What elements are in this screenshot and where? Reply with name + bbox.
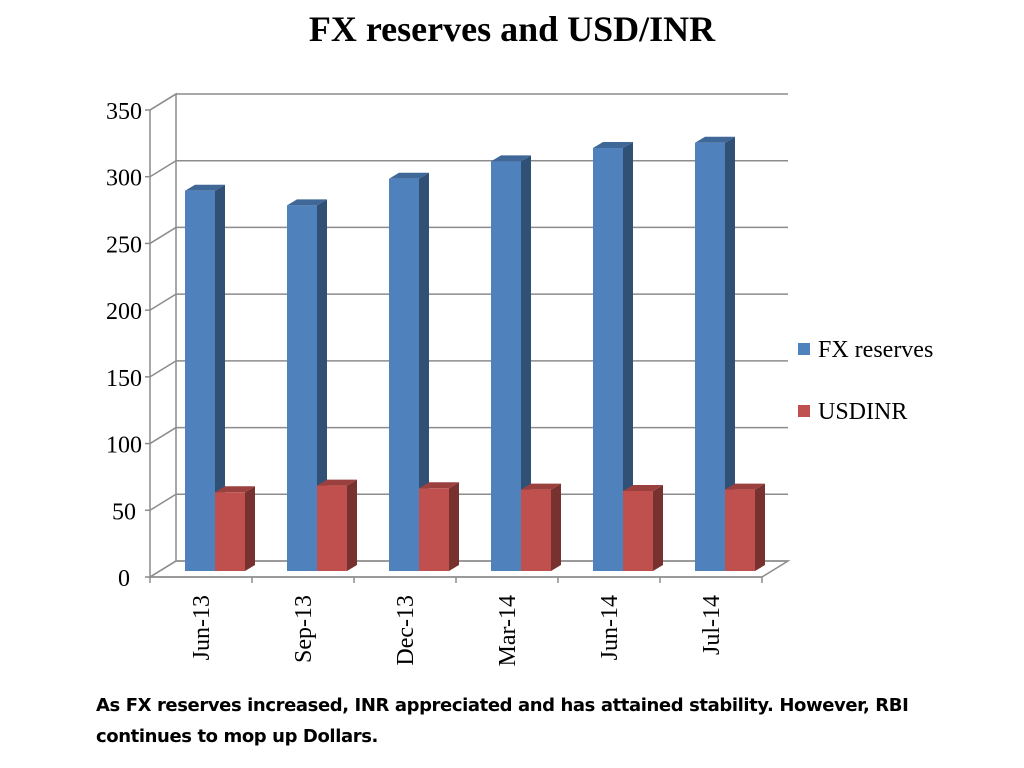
bar-fx-reserves	[185, 190, 215, 571]
bar-usdinr	[215, 492, 245, 571]
bar-usdinr	[317, 485, 347, 571]
y-tick-label: 0	[118, 566, 130, 592]
bar-side	[419, 172, 429, 571]
bar-top	[389, 172, 429, 179]
gridlines	[145, 93, 788, 578]
bar-side	[551, 483, 561, 571]
legend: FX reserves USDINR	[798, 337, 933, 425]
bar-top	[623, 484, 663, 491]
bar-fx-reserves	[491, 161, 521, 572]
side-wall	[149, 92, 177, 577]
gridline-depth	[149, 226, 177, 245]
bar-side	[215, 184, 225, 571]
y-axis-ticks: 0 50 100 150 200 250 300 350	[106, 99, 142, 592]
gridline-depth	[149, 93, 177, 111]
gridline-depth	[149, 293, 177, 311]
bars	[185, 136, 765, 572]
legend-label: USDINR	[818, 399, 907, 425]
bar-side	[317, 199, 327, 572]
bar-top	[593, 142, 633, 149]
bar-side	[623, 142, 633, 571]
bar-chart: 0 50 100 150 200 250 300 350 Jun-13 Sep-13 Dec-13…	[106, 92, 933, 667]
y-tick-label: 300	[106, 166, 142, 192]
bar-usdinr	[419, 488, 449, 571]
x-tick-label: Sep-13	[291, 595, 317, 663]
bar-fx-reserves	[389, 178, 419, 571]
chart-title: FX reserves and USD/INR	[308, 9, 716, 49]
gridline-depth	[149, 360, 177, 378]
x-tick-label: Jul-14	[699, 595, 725, 655]
bar-usdinr	[623, 490, 653, 571]
bar-top	[695, 136, 735, 143]
legend-label: FX reserves	[818, 337, 933, 363]
bar-side	[245, 486, 255, 571]
x-tick-label: Jun-14	[597, 595, 623, 660]
y-tick-label: 200	[106, 299, 142, 325]
bar-side	[449, 482, 459, 571]
gridline-depth	[149, 560, 177, 578]
bar-side	[521, 155, 531, 572]
bar-usdinr	[521, 489, 551, 571]
bar-top	[725, 483, 765, 490]
gridline-depth	[149, 160, 177, 178]
bar-top	[287, 199, 327, 206]
y-tick-label: 150	[106, 366, 142, 392]
gridline-depth	[149, 493, 177, 511]
x-tick-label: Mar-14	[495, 595, 521, 667]
legend-swatch	[798, 405, 810, 417]
slide-caption: As FX reserves increased, INR appreciate…	[96, 695, 909, 747]
y-tick-label: 350	[106, 99, 142, 125]
bar-top	[185, 184, 225, 191]
bar-top	[215, 486, 255, 493]
bar-fx-reserves	[695, 142, 725, 572]
y-tick-label: 250	[106, 232, 142, 258]
x-tick-label: Dec-13	[393, 595, 419, 666]
y-tick-label: 100	[106, 433, 142, 459]
bar-fx-reserves	[287, 205, 317, 572]
bar-usdinr	[725, 489, 755, 571]
bar-top	[419, 482, 459, 489]
bar-top	[491, 155, 531, 162]
legend-swatch	[798, 343, 810, 355]
bar-side	[653, 484, 663, 571]
bar-fx-reserves	[593, 148, 623, 571]
x-tick-label: Jun-13	[189, 595, 215, 660]
x-axis: Jun-13 Sep-13 Dec-13 Mar-14 Jun-14 Jul-14	[149, 576, 763, 667]
bar-side	[755, 483, 765, 571]
bar-side	[725, 136, 735, 572]
y-tick-label: 50	[112, 499, 136, 525]
bar-side	[347, 479, 357, 571]
gridline-depth	[149, 426, 177, 445]
bar-top	[521, 483, 561, 490]
bar-top	[317, 479, 357, 486]
